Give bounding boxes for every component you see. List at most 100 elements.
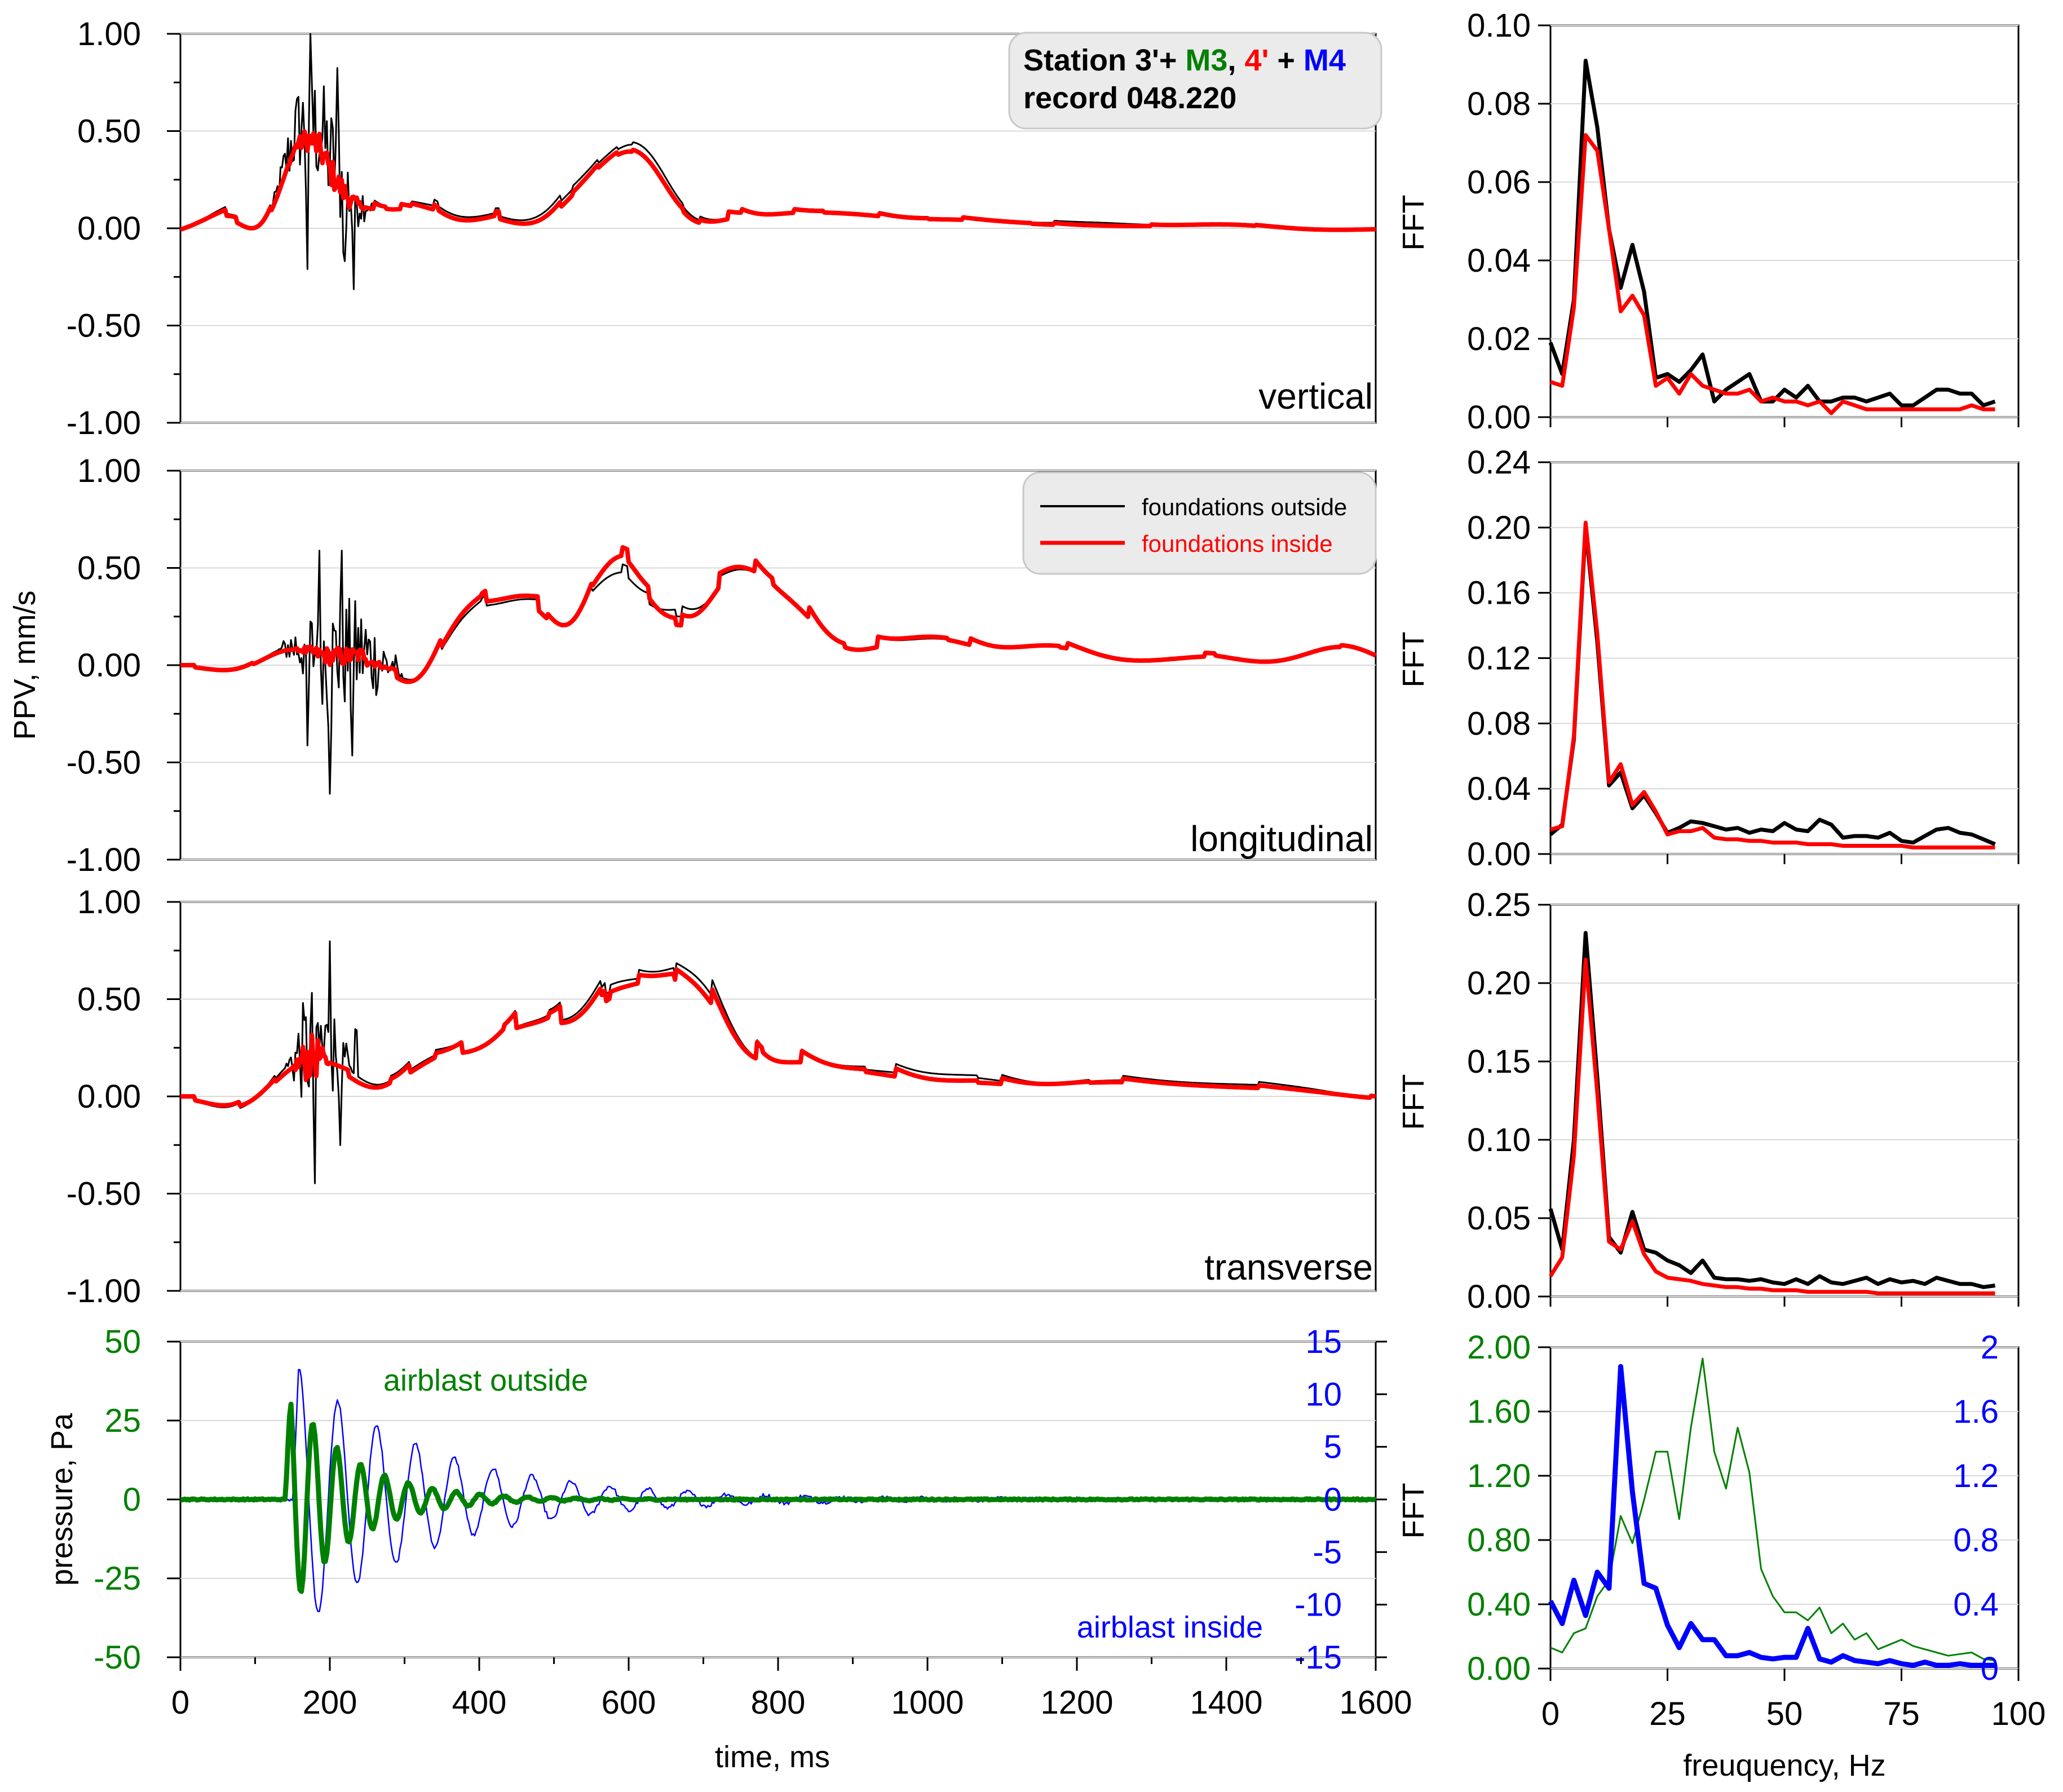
y-tick-label: 0.00 (77, 210, 141, 247)
fft-x-tick-label: 0 (1541, 1696, 1560, 1732)
x-tick-label: 1400 (1190, 1684, 1262, 1721)
fft-y-tick-label: 0.40 (1467, 1586, 1531, 1623)
fft-series-foundations-outside (1548, 931, 1995, 1289)
fft-y-tick-label-right: 0.8 (1953, 1522, 1999, 1559)
y-tick-label-right: 15 (1305, 1324, 1342, 1360)
y-axis-label-pressure: pressure, Pa (45, 1413, 79, 1586)
fft-series-airblast-inside (1548, 1364, 1995, 1668)
y-tick-label-left: 25 (104, 1402, 141, 1439)
series-foundations-inside (179, 129, 1377, 232)
label-longitudinal: longitudinal (1190, 818, 1373, 859)
title-record: record 048.220 (1023, 81, 1236, 115)
y-tick-label-right: 5 (1324, 1429, 1342, 1466)
fft-y-tick-label: 0.08 (1467, 86, 1531, 122)
legend-label-inside: foundations inside (1142, 530, 1333, 557)
x-tick-label: 1600 (1339, 1684, 1412, 1721)
fft-y-tick-label-right: 0 (1981, 1651, 1999, 1687)
fft-y-tick-label: 0.25 (1467, 887, 1531, 923)
y-tick-label: 1.00 (77, 453, 141, 489)
fft-y-tick-label: 2.00 (1467, 1329, 1531, 1366)
tick-labels: 1.00 0.50 0.00 -0.50 -1.00 1.00 0.50 0.00 -0.50 -… (67, 7, 2046, 1732)
y-tick-label-right: 0 (1324, 1481, 1342, 1518)
y-tick-label-right: 10 (1305, 1376, 1342, 1413)
fft-y-tick-label: 0.00 (1467, 1651, 1531, 1687)
fft-x-tick-label: 75 (1883, 1696, 1920, 1732)
label-transverse: transverse (1204, 1247, 1373, 1287)
y-tick-label: 0.00 (77, 1078, 141, 1115)
fft-y-tick-label: 0.05 (1467, 1200, 1531, 1237)
y-tick-label: -1.00 (67, 1273, 141, 1309)
fft-y-tick-label: 0.80 (1467, 1522, 1531, 1559)
fft-y-tick-label: 0.08 (1467, 705, 1531, 742)
x-axis-label-time: time, ms (715, 1740, 830, 1774)
fft-y-tick-label-right: 0.4 (1953, 1586, 1999, 1623)
data-series (179, 33, 1996, 1668)
series-airblast-inside (180, 1369, 1376, 1612)
y-tick-label: -0.50 (67, 1176, 141, 1213)
y-tick-label-right: -15 (1295, 1639, 1342, 1676)
title-station: Station 3'+ (1023, 43, 1185, 77)
title-m3: M3 (1185, 43, 1227, 77)
fft-y-tick-label-right: 2 (1981, 1329, 1999, 1366)
x-tick-label: 400 (452, 1684, 507, 1721)
fft-y-tick-label: 0.00 (1467, 1278, 1531, 1315)
y-tick-label-right: -10 (1295, 1587, 1342, 1623)
y-tick-label: 0.50 (77, 113, 141, 150)
fft-y-tick-label: 0.20 (1467, 510, 1531, 546)
fft-y-tick-label-right: 1.2 (1953, 1458, 1999, 1494)
fft-series-foundations-inside (1549, 133, 1995, 415)
x-tick-label: 800 (751, 1684, 806, 1721)
y-tick-label-right: -5 (1313, 1534, 1342, 1570)
label-airblast-outside: airblast outside (383, 1364, 588, 1397)
fft-label-2: FFT (1397, 632, 1430, 688)
y-tick-label: 0.50 (77, 550, 141, 587)
fft-label-3: FFT (1397, 1074, 1430, 1130)
x-axis-label-frequency: freuquency, Hz (1683, 1749, 1885, 1782)
fft-y-tick-label-right: 1.6 (1953, 1393, 1999, 1430)
fft-series-foundations-outside (1549, 525, 1996, 846)
title-plus: + (1269, 43, 1304, 77)
fft-y-tick-label: 0.04 (1467, 771, 1531, 807)
y-tick-label: -1.00 (67, 842, 141, 878)
y-tick-label-left: -25 (94, 1560, 141, 1597)
label-airblast-inside: airblast inside (1077, 1610, 1263, 1644)
y-tick-label: -0.50 (67, 308, 141, 344)
series-airblast-outside (179, 1401, 1377, 1594)
fft-y-tick-label: 0.16 (1467, 575, 1531, 612)
fft-x-tick-label: 50 (1766, 1696, 1803, 1732)
fft-series-foundations-inside (1550, 520, 1995, 849)
fft-x-tick-label: 25 (1649, 1696, 1686, 1732)
y-tick-label: 0.50 (77, 981, 141, 1018)
fft-y-tick-label: 0.12 (1467, 640, 1531, 677)
fft-y-tick-label: 0.06 (1467, 164, 1531, 201)
fft-y-tick-label: 0.15 (1467, 1043, 1531, 1080)
fft-y-tick-label: 0.04 (1467, 242, 1531, 279)
y-tick-label: 1.00 (77, 16, 141, 52)
fft-series-foundations-outside (1548, 59, 1996, 408)
y-tick-label: 0.00 (77, 647, 141, 684)
title-line-1: Station 3'+ M3, 4' + M4 (1023, 43, 1346, 77)
x-tick-label: 1200 (1040, 1684, 1113, 1721)
legend-label-outside: foundations outside (1142, 494, 1347, 520)
y-tick-label: 1.00 (77, 884, 141, 921)
fft-label-1: FFT (1397, 195, 1430, 251)
series-foundations-inside (179, 967, 1377, 1108)
x-tick-label: 1000 (891, 1684, 964, 1721)
title-comma: , (1227, 43, 1244, 77)
fft-y-tick-label: 0.24 (1467, 444, 1531, 481)
x-tick-label: 0 (171, 1684, 189, 1721)
fft-series-foundations-inside (1549, 957, 1995, 1295)
fft-y-tick-label: 0.10 (1467, 1122, 1531, 1158)
title-m4: M4 (1304, 43, 1346, 77)
fft-y-tick-label: 0.00 (1467, 836, 1531, 873)
title-4: 4' (1244, 43, 1269, 77)
title-box: Station 3'+ M3, 4' + M4 record 048.220 (1008, 32, 1382, 130)
fft-y-tick-label: 1.20 (1467, 1458, 1531, 1494)
panel-fft-transverse (1549, 904, 2020, 1298)
fft-y-tick-label: 0.10 (1467, 7, 1531, 44)
x-tick-label: 600 (602, 1684, 656, 1721)
fft-y-tick-label: 0.20 (1467, 965, 1531, 1002)
series-foundations-inside (179, 545, 1377, 684)
y-axis-label-ppv: PPV, mm/s (8, 590, 42, 740)
